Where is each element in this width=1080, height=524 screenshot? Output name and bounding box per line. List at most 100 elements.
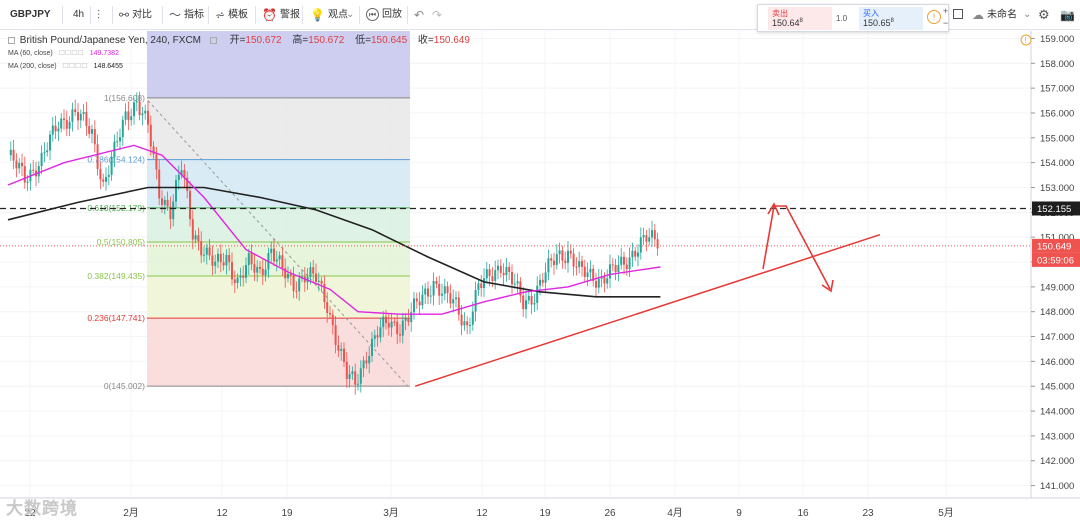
candle-body xyxy=(569,250,572,254)
candle-body xyxy=(284,268,287,279)
redo-icon[interactable]: ↷ xyxy=(432,8,443,22)
candle-body xyxy=(354,371,357,385)
candle-body xyxy=(541,279,544,283)
candle-body xyxy=(23,166,26,183)
candle-body xyxy=(26,181,29,183)
ideas-button[interactable]: 💡 观点 xyxy=(310,0,348,30)
candle-body xyxy=(233,279,236,284)
candle-body xyxy=(567,250,569,263)
legend-ma60-row: MA (60, close) ☐☐☐☐ 149.7382 xyxy=(8,47,470,60)
candle-body xyxy=(161,198,163,205)
indicators-button[interactable]: 〜指标 xyxy=(169,0,204,30)
candle-body xyxy=(54,125,57,132)
candle-body xyxy=(415,298,418,302)
candle-body xyxy=(343,348,345,362)
candle-body xyxy=(331,314,334,326)
candle-body xyxy=(49,134,51,151)
minus-button[interactable]: − xyxy=(943,18,949,28)
fib-level-label: 1(156.608) xyxy=(104,93,145,103)
candle-body xyxy=(418,301,421,306)
plus-button[interactable]: + xyxy=(943,6,949,16)
fibonacci-retracement[interactable]: 1(156.608) 0.786(154.124) 0.618(152.179) 0.… xyxy=(87,31,410,391)
candle-body xyxy=(253,264,256,273)
price-marker-box xyxy=(1032,201,1080,216)
candle-body xyxy=(152,146,155,155)
compare-button[interactable]: ⚯ 对比 xyxy=(119,0,152,30)
candle-body xyxy=(564,260,567,263)
alert-button[interactable]: ⏰ 警报 xyxy=(262,0,300,30)
gear-icon[interactable]: ⚙ xyxy=(1038,7,1050,22)
candle-body xyxy=(499,265,502,273)
ma200-controls-icon[interactable]: ☐☐☐☐ xyxy=(62,63,88,70)
price-marker-label: 152.155 xyxy=(1037,204,1071,215)
buy-price-main: 150.65 xyxy=(863,18,891,28)
candle-body xyxy=(163,199,166,205)
candle-body xyxy=(494,270,497,281)
undo-icon[interactable]: ↶ xyxy=(414,8,425,22)
buy-button[interactable]: 买入 150.658 xyxy=(859,7,923,30)
layout-dropdown-icon[interactable]: ⌄ xyxy=(1023,9,1032,20)
candle-body xyxy=(74,109,77,113)
fullscreen-button[interactable] xyxy=(953,0,963,30)
candle-body xyxy=(357,383,359,385)
sell-button[interactable]: 卖出 150.648 xyxy=(768,7,832,30)
buy-price-pip: 8 xyxy=(890,18,894,24)
candle-body xyxy=(435,280,438,284)
candle-body xyxy=(365,360,368,364)
collapse-legend-icon[interactable] xyxy=(8,36,15,44)
bar-style-button[interactable]: ⫶ xyxy=(97,0,103,30)
candle-body xyxy=(413,298,415,313)
candle-body xyxy=(642,235,645,238)
price-tick-label: 156.000 xyxy=(1040,108,1074,119)
ideas-dropdown-icon[interactable]: ⌄ xyxy=(346,9,355,20)
legend-visibility-icon[interactable] xyxy=(209,36,217,44)
candle-body xyxy=(121,119,124,138)
ma60-controls-icon[interactable]: ☐☐☐☐ xyxy=(58,50,84,57)
candle-body xyxy=(589,268,592,273)
candle-body xyxy=(511,272,513,285)
low-value: 150.645 xyxy=(370,35,408,46)
candle-body xyxy=(351,371,354,375)
candle-body xyxy=(530,295,533,305)
interval-button[interactable]: 4h xyxy=(73,9,85,20)
drawings[interactable] xyxy=(0,202,1031,387)
candle-body xyxy=(639,237,642,253)
replay-button[interactable]: ⏮ 回放 xyxy=(366,0,402,30)
camera-icon[interactable]: 📷 xyxy=(1060,8,1075,22)
candle-body xyxy=(480,283,483,289)
candle-body xyxy=(46,150,49,153)
candle-body xyxy=(312,267,315,274)
candle-body xyxy=(326,302,329,313)
candle-body xyxy=(432,280,435,296)
candle-body xyxy=(617,264,620,273)
templates-button[interactable]: ⩫ 模板 xyxy=(215,0,248,30)
time-tick-label: 4月 xyxy=(667,507,683,519)
templates-label: 模板 xyxy=(228,9,249,21)
ma200-line xyxy=(7,186,661,298)
layout-save-button[interactable]: ☁ 未命名 xyxy=(972,0,1017,30)
candle-body xyxy=(65,120,68,129)
candle-body xyxy=(441,293,443,296)
time-axis[interactable]: 22 2月 12 19 3月 12 19 26 4月 9 16 23 5月 xyxy=(0,497,1080,519)
time-tick-label: 26 xyxy=(604,508,616,519)
candle-body xyxy=(189,190,191,220)
trade-widget: 卖出 150.648 1.0 买入 150.658 ! + − xyxy=(757,4,949,32)
candle-body xyxy=(57,128,60,132)
candle-body xyxy=(348,374,351,379)
time-tick-label: 22 xyxy=(24,508,36,519)
alarm-clock-icon: ⏰ xyxy=(262,8,277,22)
symbol-search-button[interactable]: GBPJPY xyxy=(10,9,51,20)
candle-body xyxy=(12,149,15,161)
price-tick-label: 157.000 xyxy=(1040,84,1074,95)
candle-body xyxy=(539,279,541,286)
info-icon[interactable]: ! xyxy=(927,10,941,24)
candle-body xyxy=(295,291,298,293)
candle-body xyxy=(256,266,259,273)
high-label: 高= xyxy=(292,35,309,46)
legend-main-row: British Pound/Japanese Yen, 240, FXCM 开=… xyxy=(8,34,470,47)
candle-body xyxy=(116,141,119,143)
time-tick-label: 23 xyxy=(862,508,874,519)
fib-zone xyxy=(147,97,410,160)
candle-body xyxy=(323,283,326,303)
